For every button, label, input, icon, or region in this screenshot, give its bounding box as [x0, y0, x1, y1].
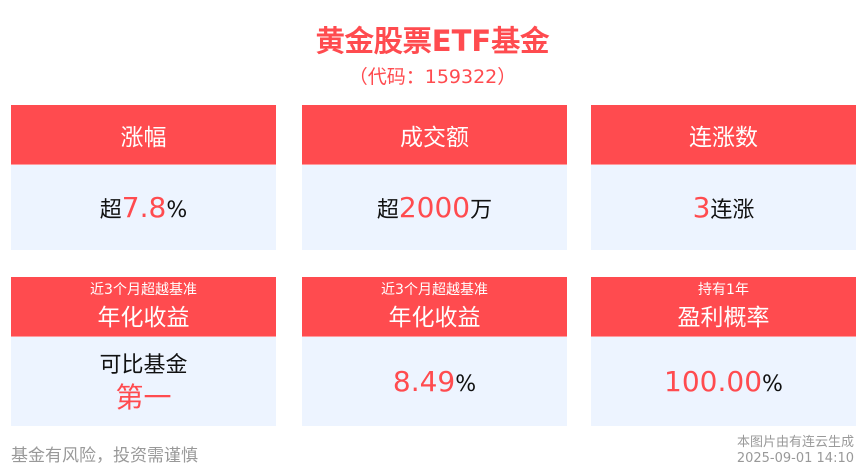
card-annual-return: 近3个月超越基准年化收益 8.49%: [302, 277, 567, 426]
card-label: 年化收益: [97, 304, 190, 331]
value: 2000: [398, 191, 471, 224]
source-info: 本图片由有连云生成 2025-09-01 14:10: [737, 435, 854, 467]
card-change: 涨幅 超7.8%: [11, 105, 276, 250]
card-sublabel: 持有1年: [698, 281, 749, 298]
card-turnover: 成交额 超2000万: [302, 105, 567, 250]
source-text: 本图片由有连云生成: [736, 435, 854, 450]
suffix: %: [166, 198, 188, 223]
prefix: 超: [376, 198, 399, 223]
card-sublabel: 近3个月超越基准: [381, 281, 488, 298]
value: 100.00: [664, 365, 763, 398]
prefix: 超: [99, 198, 122, 223]
value: 3: [692, 191, 711, 224]
fund-code: （代码：159322）: [348, 66, 517, 88]
card-rank: 近3个月超越基准年化收益 可比基金 第一: [11, 277, 276, 426]
card-label: 盈利概率: [677, 304, 770, 331]
suffix: %: [455, 372, 477, 397]
risk-disclaimer: 基金有风险，投资需谨慎: [11, 446, 198, 466]
card-profit-probability: 持有1年盈利概率 100.00%: [591, 277, 856, 426]
suffix: %: [762, 372, 783, 397]
suffix: 连涨: [710, 198, 755, 223]
card-streak: 连涨数 3连涨: [591, 105, 856, 250]
page-title: 黄金股票ETF基金: [315, 24, 550, 58]
line1: 可比基金: [99, 352, 188, 378]
value: 8.49: [392, 365, 456, 398]
timestamp: 2025-09-01 14:10: [736, 451, 854, 466]
card-label: 涨幅: [120, 124, 167, 151]
value: 第一: [115, 380, 172, 414]
card-label: 连涨数: [689, 124, 758, 151]
suffix: 万: [470, 198, 493, 223]
card-label: 成交额: [400, 124, 469, 151]
value: 7.8: [121, 191, 167, 224]
card-sublabel: 近3个月超越基准: [90, 281, 197, 298]
card-label: 年化收益: [388, 304, 481, 331]
